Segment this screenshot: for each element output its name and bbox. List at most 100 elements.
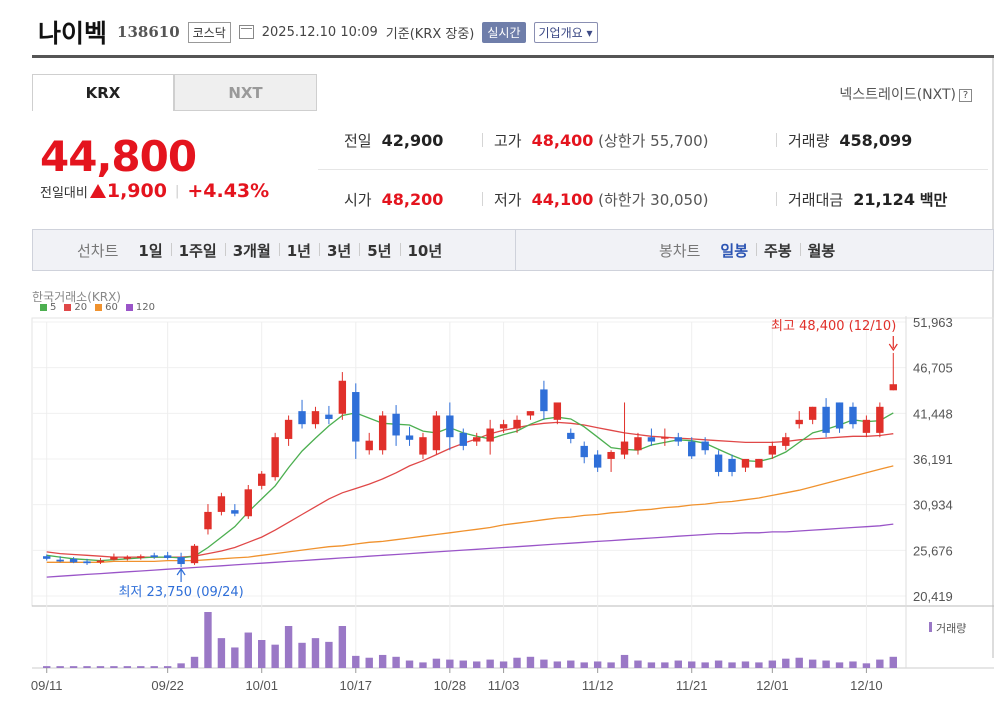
volume-bar[interactable] xyxy=(674,660,682,668)
volume-bar[interactable] xyxy=(849,661,857,668)
candle-body[interactable] xyxy=(231,510,239,514)
volume-bar[interactable] xyxy=(231,647,239,668)
volume-bar[interactable] xyxy=(862,663,871,668)
candle-body[interactable] xyxy=(338,380,347,414)
volume-bar[interactable] xyxy=(365,657,373,668)
candle-body[interactable] xyxy=(876,406,884,433)
volume-bar[interactable] xyxy=(822,660,830,668)
volume-bar[interactable] xyxy=(43,666,51,668)
candle-body[interactable] xyxy=(486,428,494,442)
period-5y[interactable]: 5년 xyxy=(359,240,399,261)
candle-body[interactable] xyxy=(311,411,320,425)
volume-bar[interactable] xyxy=(177,663,185,668)
volume-bar[interactable] xyxy=(580,662,588,668)
period-weekly[interactable]: 주봉 xyxy=(756,240,800,261)
volume-bar[interactable] xyxy=(808,659,817,668)
volume-bar[interactable] xyxy=(553,661,562,668)
volume-bar[interactable] xyxy=(56,666,64,668)
candle-body[interactable] xyxy=(271,437,279,478)
volume-bar[interactable] xyxy=(298,642,306,668)
volume-bar[interactable] xyxy=(647,662,656,668)
volume-bar[interactable] xyxy=(688,661,696,668)
candle-body[interactable] xyxy=(862,419,871,433)
volume-bar[interactable] xyxy=(634,660,642,668)
volume-bar[interactable] xyxy=(876,659,884,668)
candle-body[interactable] xyxy=(674,437,682,442)
candle-body[interactable] xyxy=(83,561,91,564)
candle-body[interactable] xyxy=(298,411,306,425)
volume-bar[interactable] xyxy=(271,644,279,668)
candle-body[interactable] xyxy=(714,454,723,472)
company-overview-dropdown[interactable]: 기업개요 ▾ xyxy=(533,21,598,43)
volume-bar[interactable] xyxy=(123,666,132,668)
candle-body[interactable] xyxy=(553,402,562,420)
candle-body[interactable] xyxy=(69,558,78,563)
candle-body[interactable] xyxy=(808,406,817,420)
period-10y[interactable]: 10년 xyxy=(399,240,451,261)
volume-bar[interactable] xyxy=(782,658,790,668)
period-monthly[interactable]: 월봉 xyxy=(799,240,844,261)
volume-bar[interactable] xyxy=(889,656,897,668)
volume-bar[interactable] xyxy=(96,666,105,668)
candle-body[interactable] xyxy=(446,415,454,438)
volume-bar[interactable] xyxy=(432,658,441,668)
candle-body[interactable] xyxy=(258,473,266,486)
candle-body[interactable] xyxy=(190,545,199,564)
volume-bar[interactable] xyxy=(83,666,91,668)
volume-bar[interactable] xyxy=(405,660,414,668)
volume-bar[interactable] xyxy=(701,662,709,668)
volume-bar[interactable] xyxy=(728,662,736,668)
volume-bar[interactable] xyxy=(69,666,78,668)
period-daily[interactable]: 일봉 xyxy=(720,241,749,260)
tab-nxt[interactable]: NXT xyxy=(174,74,317,111)
volume-bar[interactable] xyxy=(110,666,118,668)
period-3m[interactable]: 3개월 xyxy=(224,240,279,261)
period-1d[interactable]: 1일 xyxy=(138,241,163,260)
candle-body[interactable] xyxy=(352,392,360,442)
volume-bar[interactable] xyxy=(258,640,266,668)
volume-bar[interactable] xyxy=(217,638,226,668)
nextrade-link[interactable]: 넥스트레이드(NXT)? xyxy=(839,84,972,104)
candle-body[interactable] xyxy=(755,458,763,468)
candle-body[interactable] xyxy=(137,556,145,558)
candle-body[interactable] xyxy=(244,489,252,517)
volume-bar[interactable] xyxy=(714,660,723,668)
candle-body[interactable] xyxy=(607,451,615,459)
volume-bar[interactable] xyxy=(526,656,535,668)
volume-bar[interactable] xyxy=(378,654,387,668)
volume-bar[interactable] xyxy=(204,612,212,668)
volume-bar[interactable] xyxy=(768,660,777,668)
period-1y[interactable]: 1년 xyxy=(278,240,319,261)
candle-body[interactable] xyxy=(405,435,414,440)
volume-bar[interactable] xyxy=(244,632,252,668)
candle-body[interactable] xyxy=(123,557,132,559)
candle-body[interactable] xyxy=(782,437,790,446)
candle-body[interactable] xyxy=(822,406,830,433)
candle-body[interactable] xyxy=(163,555,172,558)
candle-body[interactable] xyxy=(96,560,105,563)
candle-body[interactable] xyxy=(661,437,669,439)
candle-body[interactable] xyxy=(701,441,709,451)
volume-bar[interactable] xyxy=(513,657,521,668)
volume-bar[interactable] xyxy=(755,662,763,668)
volume-bar[interactable] xyxy=(163,666,172,668)
period-3y[interactable]: 3년 xyxy=(319,240,359,261)
volume-bar[interactable] xyxy=(540,659,548,668)
candle-body[interactable] xyxy=(473,437,481,442)
volume-bar[interactable] xyxy=(311,638,320,668)
candle-body[interactable] xyxy=(150,555,158,558)
candle-body[interactable] xyxy=(580,445,588,458)
volume-bar[interactable] xyxy=(593,661,602,668)
volume-bar[interactable] xyxy=(284,626,293,668)
volume-bar[interactable] xyxy=(137,666,145,668)
candle-body[interactable] xyxy=(795,419,803,425)
candle-body[interactable] xyxy=(499,424,508,429)
candle-body[interactable] xyxy=(567,432,575,439)
candle-body[interactable] xyxy=(459,432,467,446)
candle-body[interactable] xyxy=(849,406,857,425)
volume-bar[interactable] xyxy=(620,654,629,668)
candle-body[interactable] xyxy=(688,441,696,457)
candle-body[interactable] xyxy=(540,389,548,412)
candle-body[interactable] xyxy=(177,557,185,565)
